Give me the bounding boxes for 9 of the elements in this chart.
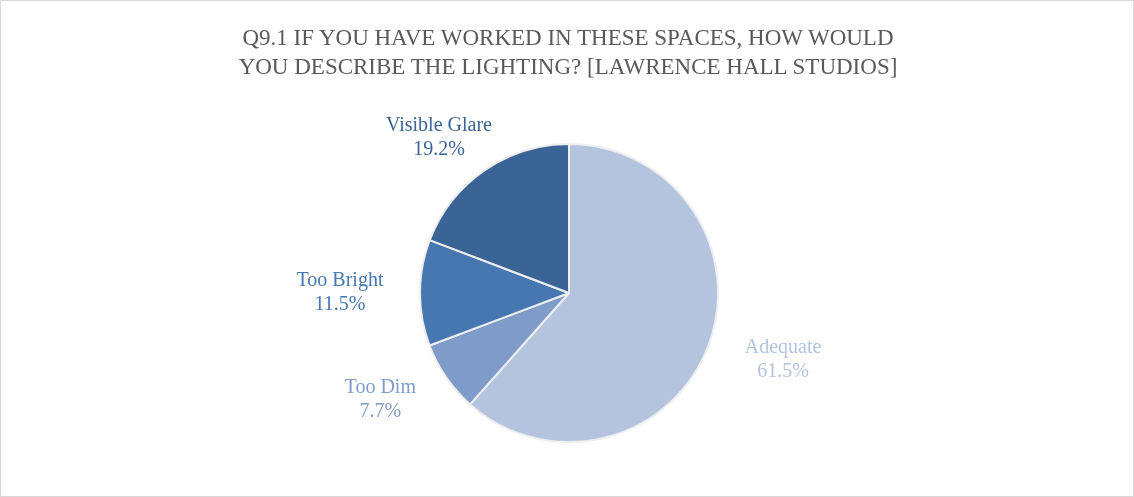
data-label: 19.2% [413, 136, 465, 159]
slice-label: Too Dim [344, 375, 417, 398]
slice-label: Visible Glare [385, 112, 493, 135]
slice-label: Adequate [744, 335, 822, 359]
data-label: 11.5% [314, 291, 366, 314]
chart-title: Q9.1 IF YOU HAVE WORKED IN THESE SPACES, HOW WOULD YOU DESCRIBE THE LIGHTING? [LAWRENCE HALL STUDIOS] [237, 24, 899, 81]
data-label: 61.5% [757, 359, 809, 382]
slice-label: Too Bright [296, 267, 384, 291]
data-label: 7.7% [359, 399, 402, 422]
